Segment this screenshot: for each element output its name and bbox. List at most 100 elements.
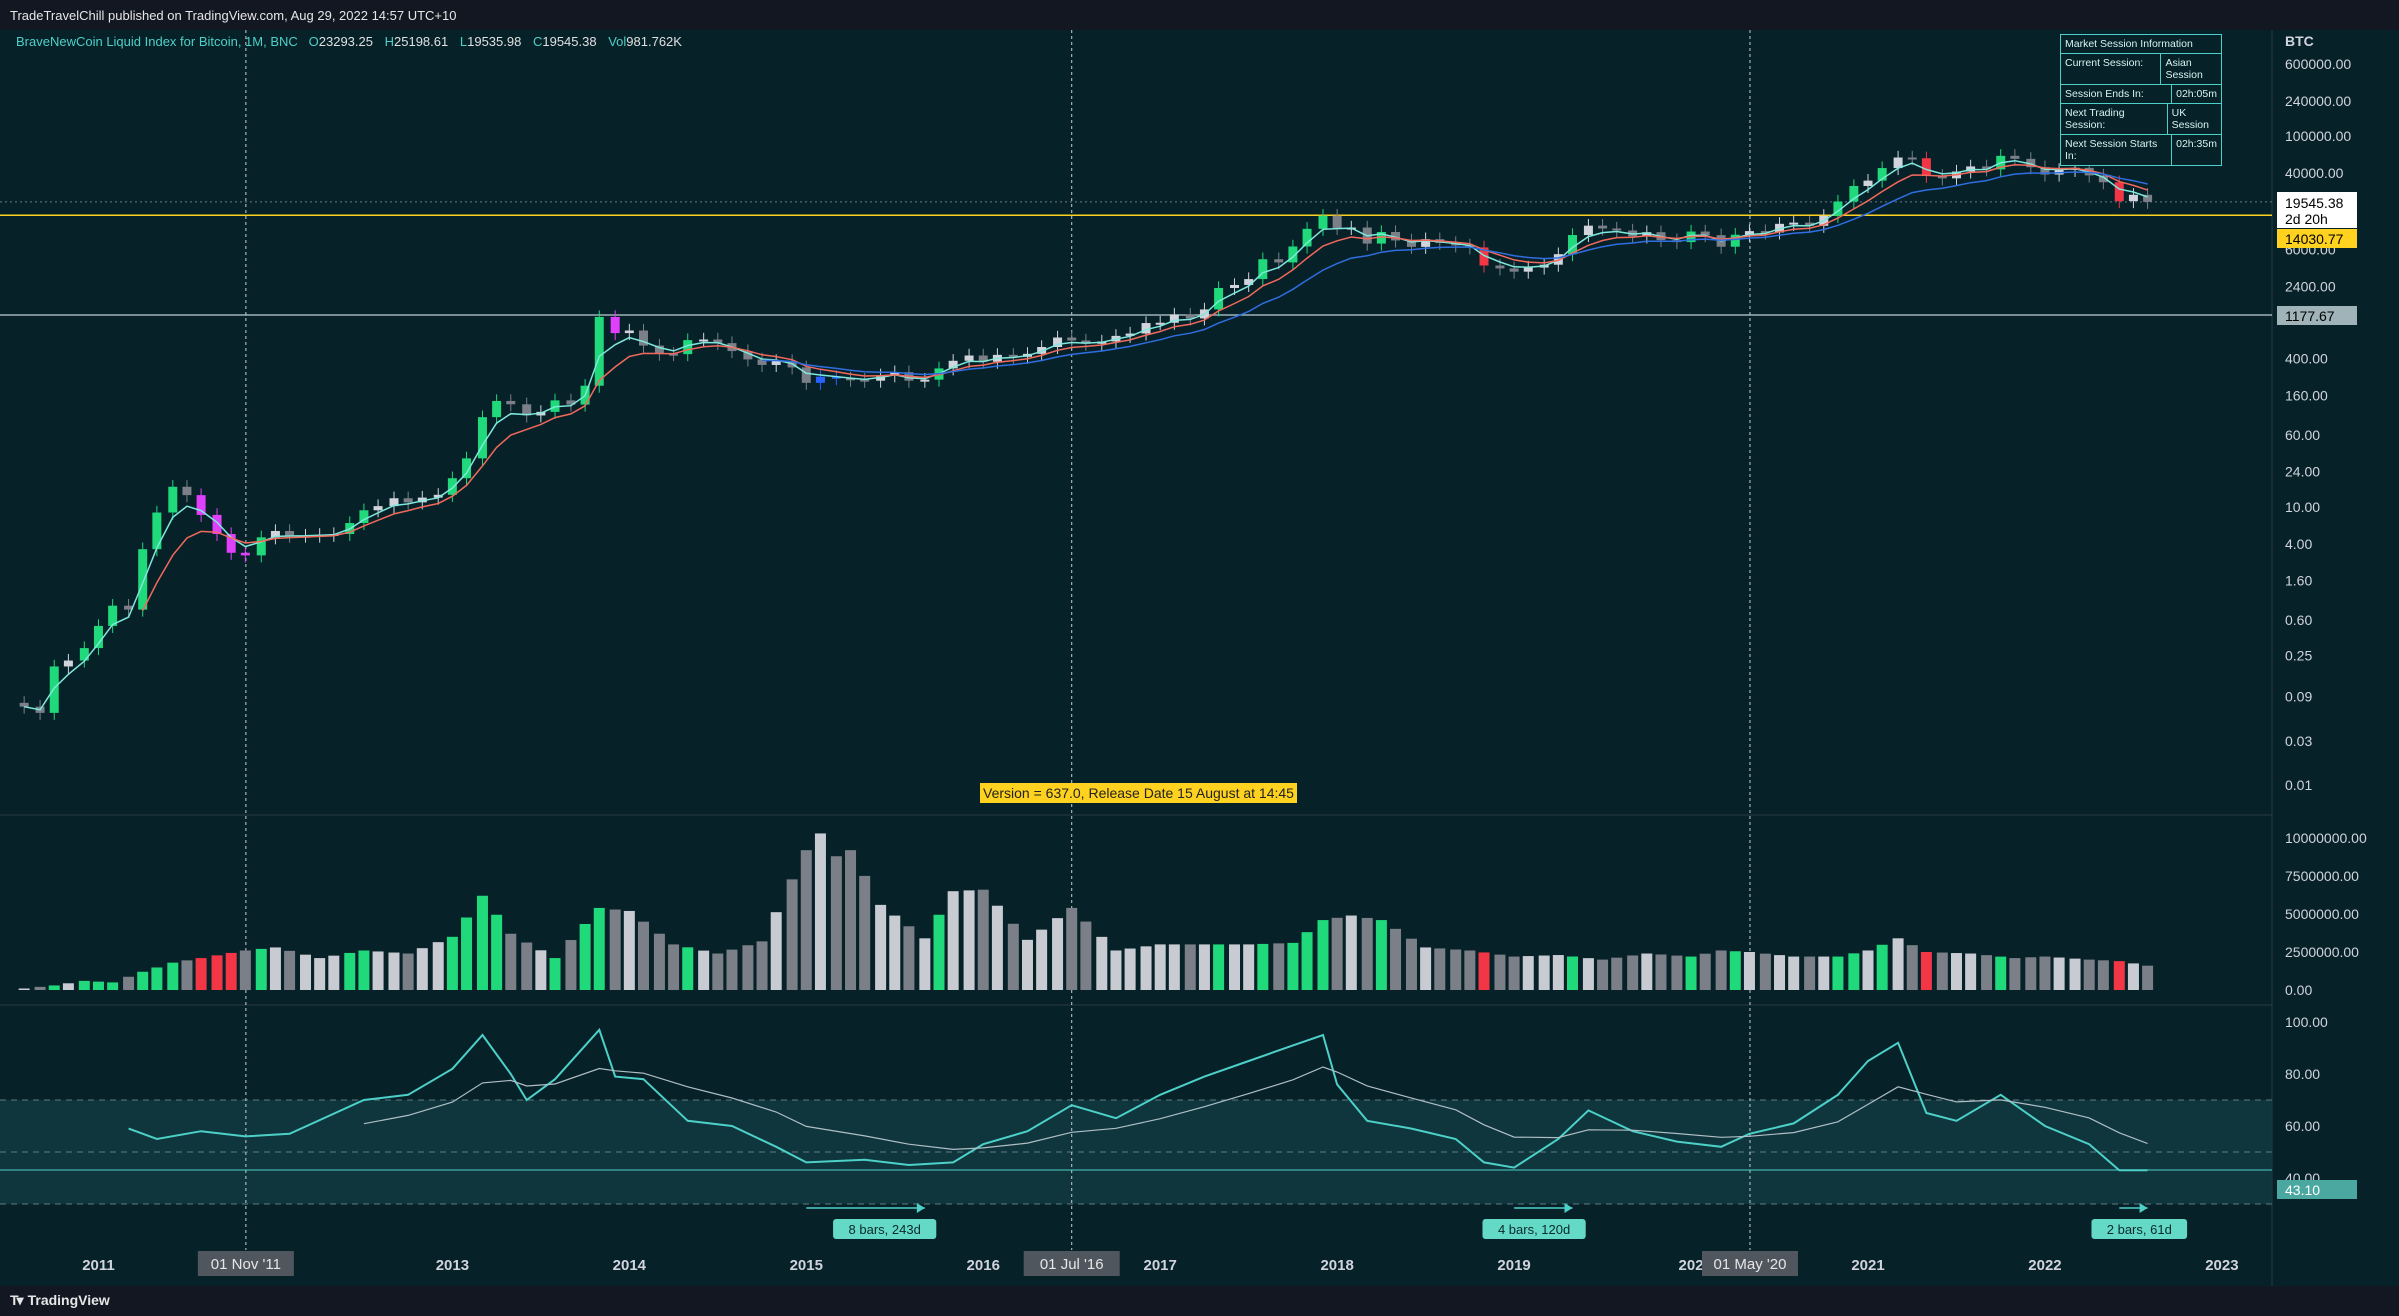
session-value: UK Session xyxy=(2171,107,2209,131)
price-tag-14030 xyxy=(2277,229,2357,248)
rsi-value-tag xyxy=(2277,1180,2357,1199)
volume-bar xyxy=(1154,944,1166,990)
volume-bar xyxy=(1110,950,1122,990)
candle-body xyxy=(1391,232,1401,241)
volume-bar xyxy=(2025,957,2037,990)
low-value: 19535.98 xyxy=(467,34,522,49)
volume-bar xyxy=(446,936,458,990)
candle-body xyxy=(1907,157,1917,160)
currency-label: BTC xyxy=(2285,33,2314,49)
price-tick-label: 0.25 xyxy=(2285,647,2312,663)
candle-body xyxy=(212,514,222,535)
volume-bar xyxy=(1390,928,1402,990)
candle-body xyxy=(1258,259,1268,280)
candle-body xyxy=(492,400,502,418)
candle-body xyxy=(1185,314,1195,319)
volume-bar xyxy=(1655,954,1667,990)
candle-body xyxy=(1509,268,1519,272)
volume-bar xyxy=(579,923,591,990)
volume-bar xyxy=(1080,921,1092,990)
volume-bar xyxy=(637,921,649,990)
time-marker-tag xyxy=(1701,1251,1798,1276)
volume-bar xyxy=(521,942,533,990)
candle-body xyxy=(1067,337,1077,341)
volume-bar xyxy=(1494,954,1506,990)
candle-body xyxy=(108,605,118,626)
volume-bar xyxy=(565,940,577,990)
volume-bar xyxy=(78,980,90,990)
candle-body xyxy=(1274,259,1284,263)
volume-bar xyxy=(1862,950,1874,990)
price-chart[interactable]: 8 bars, 243d 4 bars, 120d 2 bars, 61d BTC 60… xyxy=(0,30,2399,1286)
high-value: 25198.61 xyxy=(394,34,449,49)
volume-bar xyxy=(1729,951,1741,990)
candle-body xyxy=(506,400,516,405)
price-tick-label: 2400.00 xyxy=(2285,278,2336,294)
candle-body xyxy=(49,666,59,713)
volume-bar xyxy=(1420,947,1432,990)
volume-bar xyxy=(1892,938,1904,990)
volume-bar xyxy=(107,982,119,990)
candle-body xyxy=(1642,232,1652,237)
candle-body xyxy=(270,530,280,538)
measure-label-box xyxy=(833,1219,937,1239)
session-row: Next Session Starts In: 02h:35m xyxy=(2061,135,2221,165)
candle-body xyxy=(2026,158,2036,168)
time-tick-label: 2016 xyxy=(967,1257,1000,1274)
symbol-name[interactable]: BraveNewCoin Liquid Index for Bitcoin, 1… xyxy=(16,34,298,49)
time-tick-label: 2017 xyxy=(1144,1257,1177,1274)
candle-body xyxy=(1863,180,1873,186)
candle-body xyxy=(1244,279,1254,285)
candle-body xyxy=(124,605,134,610)
candle-body xyxy=(168,486,178,513)
volume-bar xyxy=(1317,920,1329,990)
volume-tick-label: 10000000.00 xyxy=(2285,830,2367,846)
candle-body xyxy=(1008,354,1018,357)
tradingview-icon: T▾ xyxy=(10,1292,24,1308)
volume-tick-label: 0.00 xyxy=(2285,982,2312,998)
candle-body xyxy=(359,510,369,524)
candle-body xyxy=(152,512,162,550)
low-key: L xyxy=(459,34,468,49)
volume-bar xyxy=(1229,944,1241,990)
candle-body xyxy=(1700,231,1710,236)
ma-slow-line xyxy=(762,171,2148,376)
session-value: 02h:35m xyxy=(2176,138,2217,150)
volume-bar xyxy=(1184,944,1196,990)
high-key: H xyxy=(384,34,395,49)
volume-bar xyxy=(977,889,989,990)
volume-bar xyxy=(2009,958,2021,990)
volume-bar xyxy=(123,976,135,990)
volume-bar xyxy=(682,947,694,990)
tradingview-logo[interactable]: T▾ TradingView xyxy=(10,1292,110,1309)
volume-bar xyxy=(1538,955,1550,990)
volume-bar xyxy=(1140,946,1152,990)
candle-body xyxy=(373,506,383,511)
candle-body xyxy=(2114,182,2124,202)
time-marker-label: 01 May '20 xyxy=(1714,1256,1787,1273)
session-info-table: Market Session Information Current Sessi… xyxy=(2060,34,2222,166)
candle-body xyxy=(683,340,693,355)
session-label: Current Session: xyxy=(2061,54,2162,84)
volume-bar xyxy=(181,960,193,990)
volume-bar xyxy=(2097,960,2109,990)
volume-bar xyxy=(1848,953,1860,990)
time-marker-label: 01 Nov '11 xyxy=(211,1256,281,1273)
volume-bar xyxy=(742,945,754,990)
time-marker-tag xyxy=(197,1251,294,1276)
volume-tick-label: 5000000.00 xyxy=(2285,906,2359,922)
volume-bar xyxy=(1597,959,1609,990)
candle-body xyxy=(240,552,250,556)
candle-body xyxy=(757,359,767,365)
volume-bar xyxy=(372,951,384,990)
volume-bar xyxy=(239,950,251,990)
volume-value: 981.762K xyxy=(626,34,682,49)
volume-bar xyxy=(1257,943,1269,990)
price-tick-label: 0.09 xyxy=(2285,689,2312,705)
volume-bar xyxy=(1699,953,1711,990)
volume-bar xyxy=(1774,955,1786,990)
volume-bar xyxy=(1627,955,1639,990)
candle-body xyxy=(433,494,443,498)
volume-bar xyxy=(62,983,74,990)
candle-body xyxy=(256,537,266,556)
